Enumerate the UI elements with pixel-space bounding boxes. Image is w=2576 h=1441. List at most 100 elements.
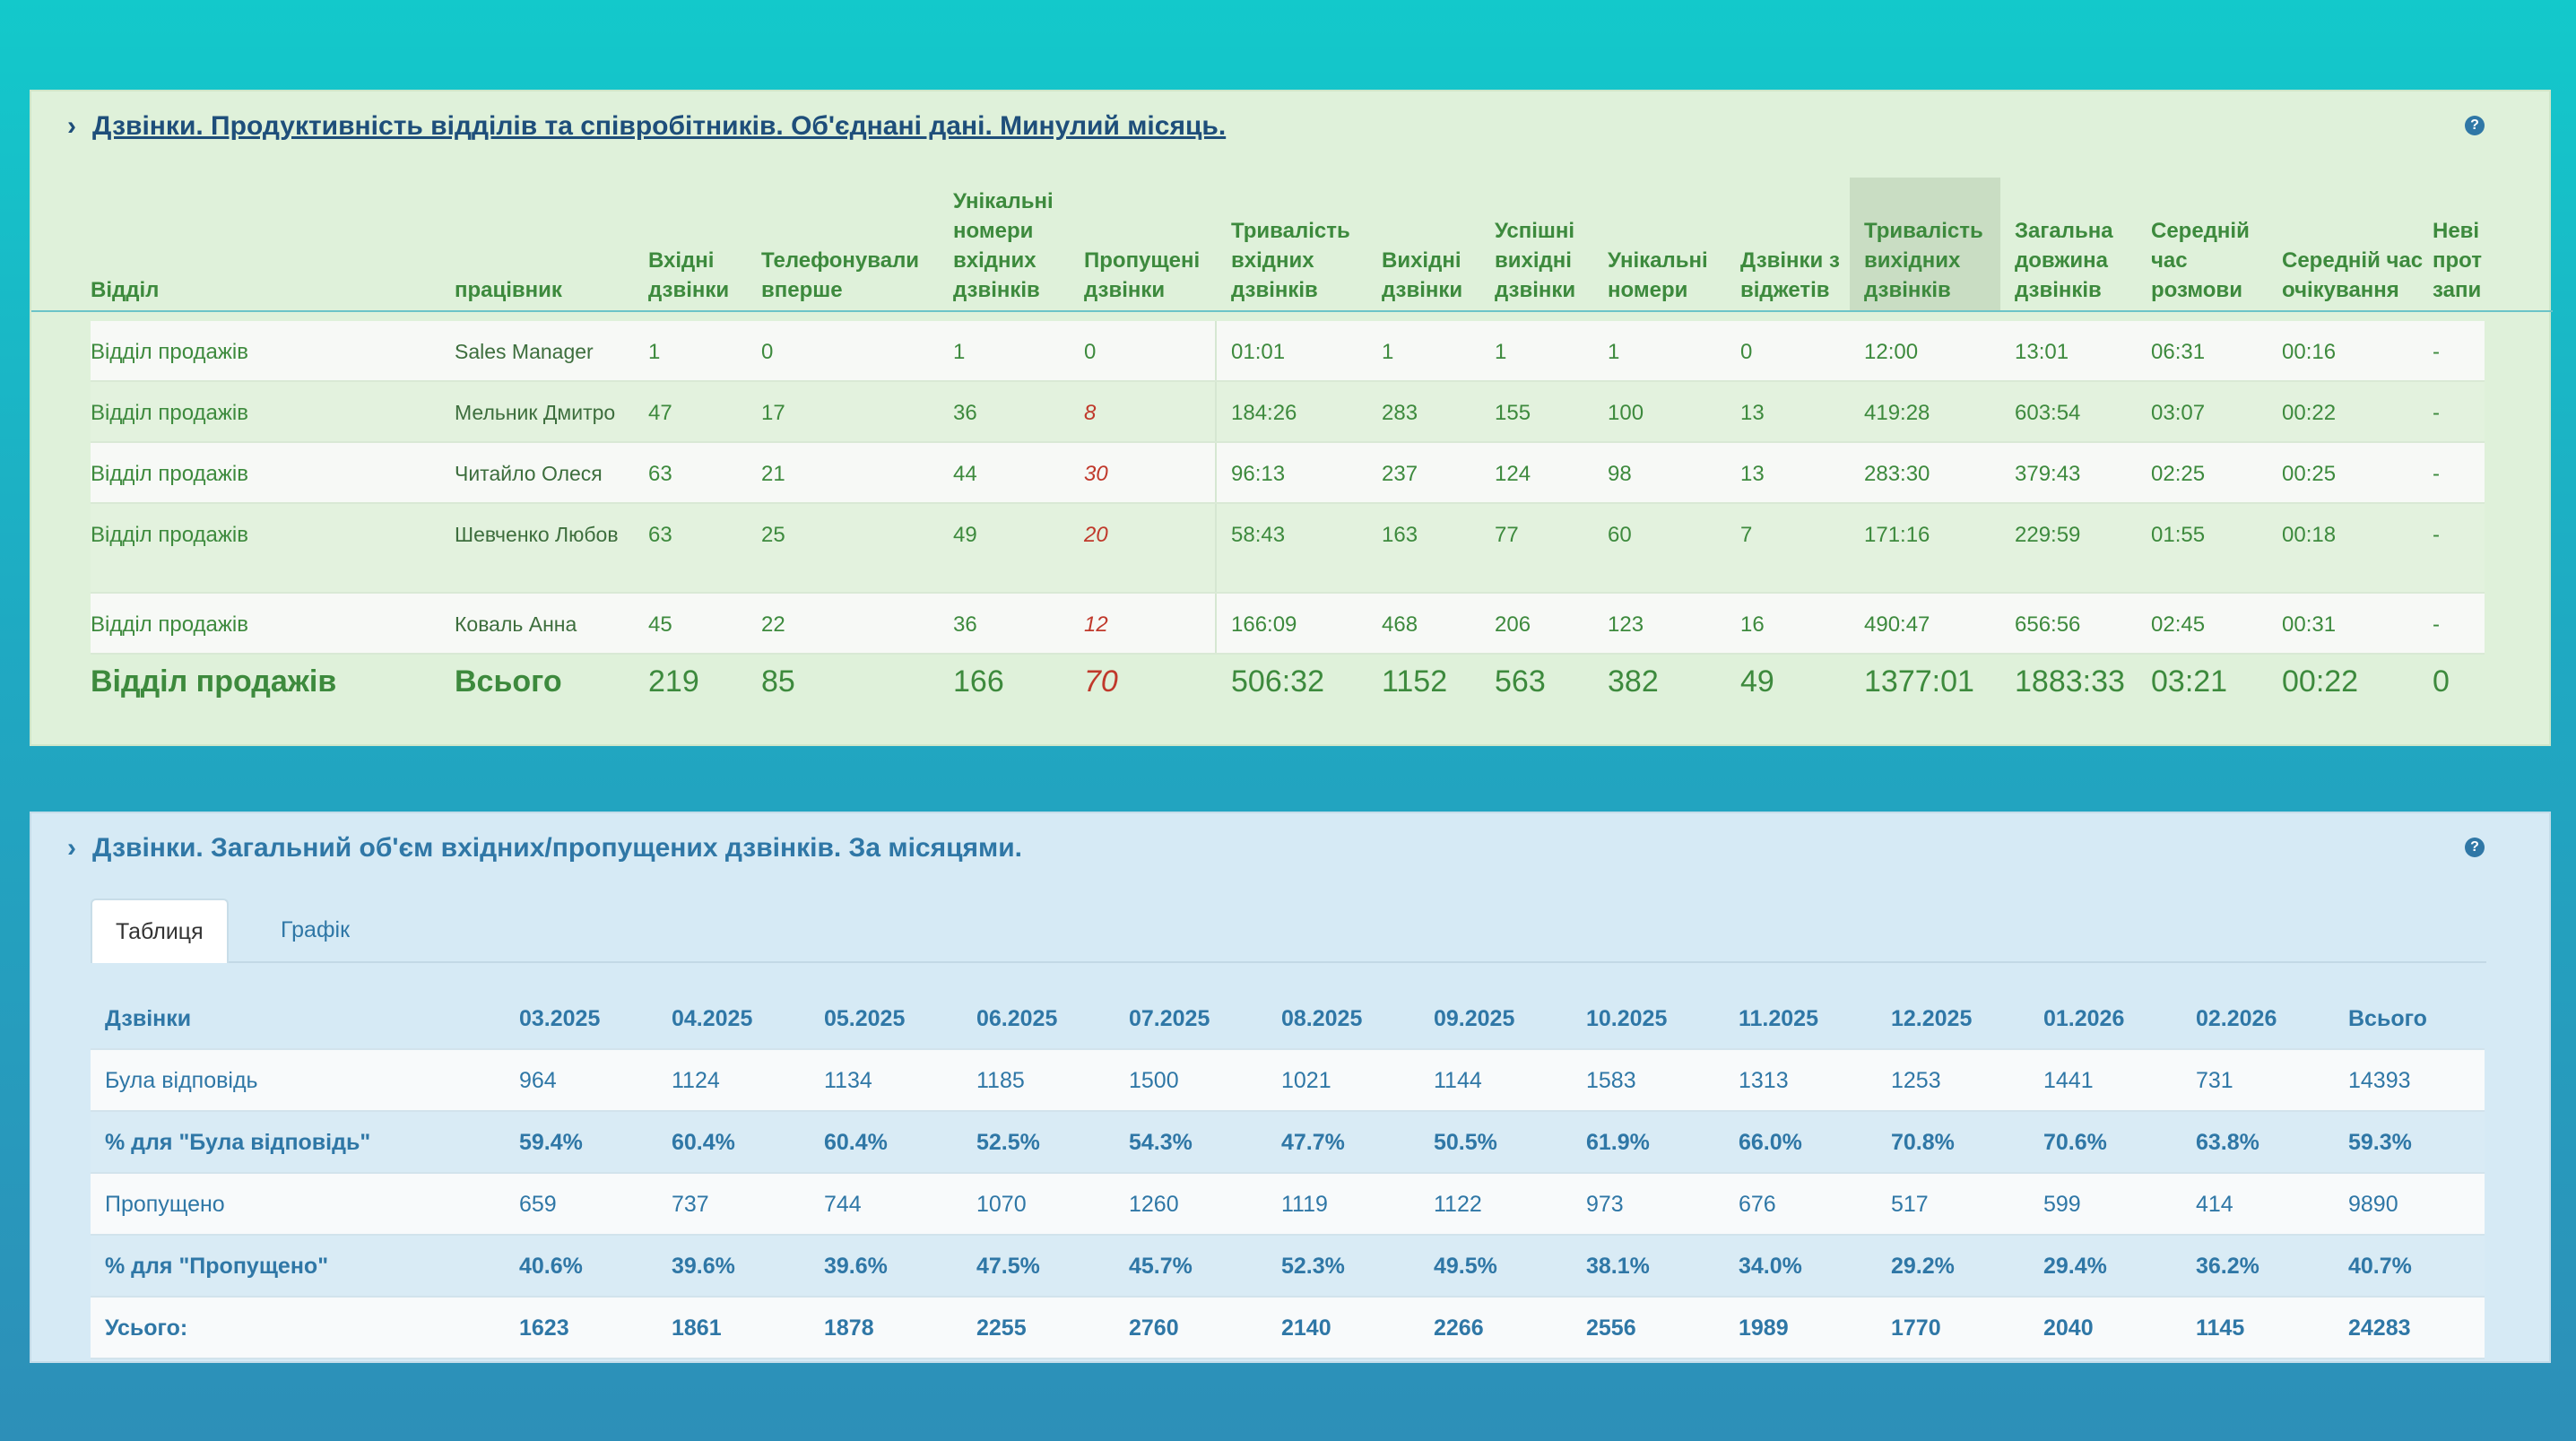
monthly-table: Дзвінки 03.2025 04.2025 05.2025 06.2025 07.20…	[91, 988, 2485, 1359]
header-month[interactable]: 10.2025	[1586, 1006, 1668, 1031]
chevron-right-icon[interactable]: ›	[67, 111, 76, 141]
table-cell: 1260	[1129, 1192, 1179, 1217]
sorted-column-highlight	[1850, 178, 2000, 310]
header-avg-talk[interactable]: Середній час розмови	[2151, 219, 2250, 302]
header-widget-calls[interactable]: Дзвінки з віджетів	[1740, 248, 1840, 302]
header-month[interactable]: 07.2025	[1129, 1006, 1210, 1031]
header-avg-wait[interactable]: Середній час очікування	[2282, 248, 2424, 302]
row-label: % для "Пропущено"	[105, 1254, 329, 1279]
cell-missed: 30	[1084, 462, 1108, 486]
cell-first-time: 17	[761, 401, 785, 425]
cell-unique-incoming: 36	[953, 401, 977, 425]
table-row-missed: Пропущено 659 737 744 1070 1260 1119 1122 973 676…	[91, 1174, 2485, 1236]
cell-unique-numbers: 60	[1608, 523, 1632, 547]
cell-incoming-duration: 01:01	[1231, 340, 1286, 364]
tab-chart[interactable]: Графік	[281, 917, 351, 942]
table-row: Відділ продажів Читайло Олеся 63 21 44 30 96:1…	[91, 443, 2485, 504]
header-unique-numbers[interactable]: Унікальні номери	[1608, 248, 1708, 302]
header-dept[interactable]: Відділ	[91, 278, 160, 302]
header-first-time[interactable]: Телефонували вперше	[761, 248, 920, 302]
header-successful-outgoing[interactable]: Успішні вихідні дзвінки	[1495, 219, 1576, 302]
table-cell: 1861	[672, 1315, 722, 1341]
panel-title-text[interactable]: Дзвінки. Загальний об'єм вхідних/пропуще…	[92, 833, 1023, 863]
help-icon[interactable]: ?	[2465, 838, 2485, 857]
cell-employee: Коваль Анна	[455, 612, 577, 636]
header-incoming-duration[interactable]: Тривалість вхідних дзвінків	[1231, 219, 1350, 302]
header-unanswered[interactable]: Неві прот запи	[2433, 219, 2482, 302]
cell-unique-incoming: 36	[953, 612, 977, 637]
cell-outgoing-duration: 283:30	[1864, 462, 1930, 486]
header-month[interactable]: 11.2025	[1739, 1006, 1818, 1031]
table-cell: 1134	[824, 1068, 872, 1093]
table-cell: 1185	[976, 1068, 1025, 1093]
table-cell: 1070	[976, 1192, 1027, 1217]
column-divider	[1215, 321, 1217, 380]
cell-successful-outgoing: 124	[1495, 462, 1531, 486]
header-calls[interactable]: Дзвінки	[105, 1006, 192, 1031]
header-month[interactable]: 05.2025	[824, 1006, 906, 1031]
header-incoming[interactable]: Вхідні дзвінки	[648, 248, 730, 302]
table-cell: 40.6%	[519, 1254, 583, 1279]
total-unanswered: 0	[2433, 664, 2450, 699]
cell-incoming-duration: 166:09	[1231, 612, 1297, 637]
column-divider	[1215, 594, 1217, 653]
row-label: Пропущено	[105, 1192, 225, 1217]
performance-panel: › Дзвінки. Продуктивність відділів та спі…	[30, 90, 2553, 746]
header-month[interactable]: 08.2025	[1281, 1006, 1363, 1031]
header-outgoing[interactable]: Вихідні дзвінки	[1382, 248, 1463, 302]
table-cell: 2255	[976, 1315, 1027, 1341]
cell-unique-numbers: 98	[1608, 462, 1632, 486]
panel-title[interactable]: › Дзвінки. Загальний об'єм вхідних/пропущ…	[67, 833, 1022, 864]
table-cell: 52.5%	[976, 1130, 1040, 1155]
header-outgoing-duration[interactable]: Тривалість вихідних дзвінків	[1864, 219, 1983, 302]
table-cell: 1441	[2043, 1068, 2094, 1093]
cell-unanswered: -	[2433, 462, 2440, 486]
cell-first-time: 25	[761, 523, 785, 547]
header-month[interactable]: 03.2025	[519, 1006, 601, 1031]
cell-outgoing: 1	[1382, 340, 1394, 364]
cell-avg-wait: 00:25	[2282, 462, 2337, 486]
header-month[interactable]: 01.2026	[2043, 1006, 2125, 1031]
total-avg-talk: 03:21	[2151, 664, 2228, 699]
cell-avg-wait: 00:16	[2282, 340, 2337, 364]
header-unique-incoming[interactable]: Унікальні номери вхідних дзвінків	[953, 189, 1054, 302]
row-label: Усього:	[105, 1315, 188, 1341]
table-cell: 59.3%	[2348, 1130, 2412, 1155]
cell-successful-outgoing: 206	[1495, 612, 1531, 637]
row-label: % для "Була відповідь"	[105, 1130, 371, 1155]
header-total[interactable]: Всього	[2348, 1006, 2427, 1031]
header-month[interactable]: 04.2025	[672, 1006, 753, 1031]
table-cell: 14393	[2348, 1068, 2411, 1093]
table-row: Відділ продажів Коваль Анна 45 22 36 12 166:09…	[91, 594, 2485, 655]
table-cell: 676	[1739, 1192, 1776, 1217]
table-cell: 737	[672, 1192, 709, 1217]
table-header: Дзвінки 03.2025 04.2025 05.2025 06.2025 07.20…	[91, 988, 2485, 1050]
cell-dept: Відділ продажів	[91, 462, 249, 486]
table-cell: 1770	[1891, 1315, 1941, 1341]
panel-title-link[interactable]: Дзвінки. Продуктивність відділів та спів…	[92, 111, 1227, 141]
tab-table[interactable]: Таблиця	[91, 898, 229, 963]
cell-widget-calls: 0	[1740, 340, 1753, 364]
table-cell: 47.7%	[1281, 1130, 1345, 1155]
header-employee[interactable]: працівник	[455, 278, 562, 302]
cell-dept: Відділ продажів	[91, 340, 249, 364]
header-month[interactable]: 09.2025	[1434, 1006, 1515, 1031]
table-row-missed-percent: % для "Пропущено" 40.6% 39.6% 39.6% 47.5% 45.…	[91, 1236, 2485, 1298]
header-month[interactable]: 06.2025	[976, 1006, 1058, 1031]
chevron-right-icon[interactable]: ›	[67, 833, 76, 863]
panel-title[interactable]: › Дзвінки. Продуктивність відділів та спі…	[67, 111, 1226, 142]
total-dept: Відділ продажів	[91, 664, 337, 699]
help-icon[interactable]: ?	[2465, 116, 2485, 135]
table-cell: 1021	[1281, 1068, 1331, 1093]
table-cell: 1989	[1739, 1315, 1789, 1341]
total-incoming-duration: 506:32	[1231, 664, 1324, 699]
header-month[interactable]: 12.2025	[1891, 1006, 1973, 1031]
table-cell: 24283	[2348, 1315, 2411, 1341]
total-successful-outgoing: 563	[1495, 664, 1546, 699]
column-divider	[1215, 504, 1217, 592]
header-month[interactable]: 02.2026	[2196, 1006, 2277, 1031]
table-row-answered: Була відповідь 964 1124 1134 1185 1500 1021 114…	[91, 1050, 2485, 1112]
header-total-length[interactable]: Загальна довжина дзвінків	[2015, 219, 2113, 302]
header-missed[interactable]: Пропущені дзвінки	[1084, 248, 1201, 302]
table-cell: 1500	[1129, 1068, 1179, 1093]
